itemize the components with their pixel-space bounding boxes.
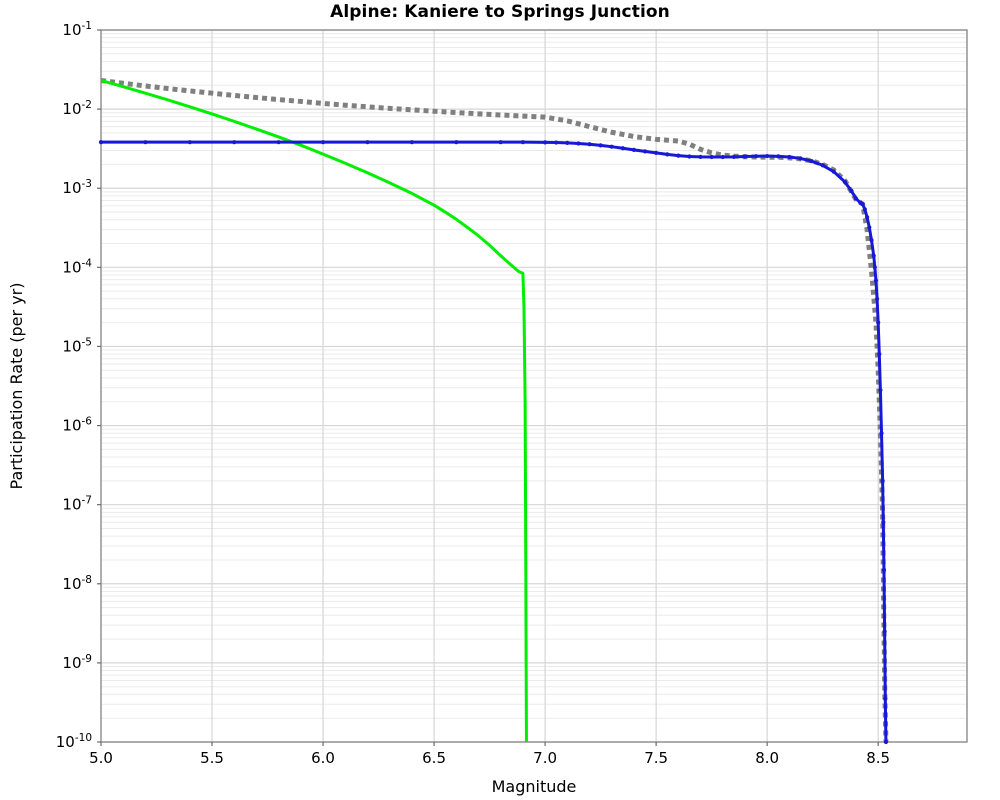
y-tick-label: 10-3: [62, 178, 92, 197]
data-point-marker: [654, 150, 659, 155]
data-point-marker: [881, 567, 887, 572]
data-point-marker: [882, 629, 887, 634]
series-fault-characteristic-rate: [101, 140, 888, 742]
data-point-marker: [867, 225, 872, 230]
data-point-marker: [742, 154, 748, 159]
data-point-marker: [753, 154, 759, 159]
x-tick-label: 7.0: [533, 749, 557, 767]
data-point-marker: [365, 140, 370, 145]
data-point-marker: [598, 143, 603, 148]
data-point-marker: [498, 140, 503, 145]
data-point-marker: [787, 154, 792, 160]
data-point-marker: [765, 153, 770, 159]
x-tick-label: 8.5: [866, 749, 890, 767]
y-tick-label: 10-10: [56, 732, 92, 751]
data-point-marker: [554, 140, 559, 145]
x-axis-ticks: 5.0 5.5 6.0 6.5 7.0 7.5 8.0 8.5: [89, 742, 890, 767]
data-point-marker: [709, 154, 714, 160]
data-point-marker: [820, 163, 825, 168]
data-point-marker: [862, 207, 867, 212]
data-point-marker: [849, 188, 854, 194]
data-point-marker: [876, 320, 881, 325]
data-point-marker: [879, 431, 884, 436]
data-point-marker: [872, 265, 877, 270]
series-background-seismicity-rate: [101, 79, 528, 742]
y-tick-label: 10-6: [62, 416, 92, 435]
data-point-marker: [873, 278, 879, 283]
data-point-marker: [883, 696, 888, 702]
x-tick-label: 5.0: [89, 749, 113, 767]
y-axis-ticks: 10-1 10-2 10-3 10-4 10-5 10-6 10-7 10-8 10-9 10-1…: [56, 20, 101, 751]
x-tick-label: 6.5: [422, 749, 446, 767]
data-point-marker: [842, 179, 847, 185]
data-point-marker: [454, 140, 459, 145]
y-tick-label: 10-4: [62, 257, 92, 276]
data-point-marker: [798, 156, 803, 161]
data-point-marker: [543, 140, 548, 145]
data-point-marker: [860, 202, 865, 207]
data-point-marker: [809, 159, 814, 164]
data-point-marker: [276, 140, 281, 145]
y-tick-label: 10-7: [62, 495, 92, 514]
data-point-marker: [587, 142, 592, 147]
data-point-marker: [687, 154, 692, 159]
y-tick-label: 10-9: [62, 653, 92, 672]
data-point-marker: [877, 352, 882, 357]
y-tick-label: 10-1: [62, 20, 92, 39]
data-point-marker: [883, 739, 889, 745]
data-point-marker: [880, 478, 885, 483]
data-point-marker: [698, 154, 703, 159]
data-point-marker: [576, 141, 581, 146]
data-point-marker: [869, 238, 874, 243]
data-series-layer: [98, 78, 889, 745]
x-tick-label: 8.0: [755, 749, 779, 767]
data-point-marker: [631, 147, 637, 153]
data-point-marker: [143, 140, 148, 145]
data-point-marker: [720, 154, 725, 160]
minor-gridlines: [101, 33, 967, 719]
data-point-marker: [409, 140, 414, 145]
y-axis-label: Participation Rate (per yr): [7, 283, 26, 490]
series-total-regional-rate: [101, 78, 889, 742]
x-axis-label: Magnitude: [492, 777, 577, 796]
data-point-marker: [676, 153, 681, 158]
plot-area-frame: [100, 29, 968, 743]
data-point-marker: [665, 152, 670, 157]
data-point-marker: [98, 140, 104, 145]
major-gridlines-y: [101, 29, 967, 743]
data-point-marker: [864, 215, 870, 220]
data-point-marker: [520, 140, 526, 145]
data-point-marker: [642, 149, 648, 154]
x-tick-label: 7.5: [644, 749, 668, 767]
chart-title: Alpine: Kaniere to Springs Junction: [330, 2, 670, 22]
y-tick-label: 10-8: [62, 574, 92, 593]
data-point-marker: [609, 144, 614, 149]
y-tick-label: 10-5: [62, 336, 92, 355]
data-point-marker: [620, 146, 625, 151]
data-point-marker: [776, 154, 781, 159]
data-point-marker: [881, 520, 886, 525]
major-gridlines-x: [211, 30, 879, 742]
data-point-marker: [320, 140, 326, 145]
data-point-marker: [232, 140, 237, 145]
data-point-marker: [187, 140, 192, 145]
data-point-marker: [731, 154, 736, 159]
data-point-marker: [874, 296, 880, 301]
x-tick-label: 5.5: [200, 749, 224, 767]
data-point-marker: [878, 388, 883, 393]
data-point-marker: [853, 196, 859, 201]
data-point-marker: [565, 140, 570, 145]
data-point-marker: [831, 169, 836, 174]
data-point-marker: [871, 253, 876, 258]
y-tick-label: 10-2: [62, 99, 92, 118]
x-tick-label: 6.0: [311, 749, 335, 767]
